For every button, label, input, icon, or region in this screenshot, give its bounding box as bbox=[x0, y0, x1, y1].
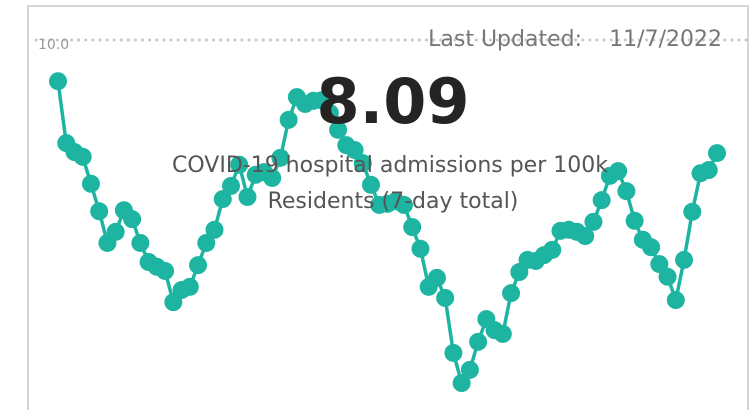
marker bbox=[576, 227, 595, 246]
marker bbox=[279, 110, 298, 129]
marker bbox=[329, 120, 348, 139]
marker bbox=[213, 190, 232, 209]
marker bbox=[493, 324, 512, 343]
marker bbox=[123, 210, 142, 229]
marker bbox=[73, 147, 92, 166]
marker bbox=[238, 187, 257, 206]
marker bbox=[436, 288, 455, 307]
marker bbox=[609, 162, 628, 181]
marker bbox=[658, 267, 677, 286]
marker bbox=[49, 72, 67, 91]
marker bbox=[90, 202, 109, 221]
marker bbox=[617, 182, 636, 201]
marker bbox=[189, 256, 208, 275]
marker bbox=[81, 174, 100, 193]
marker bbox=[444, 343, 463, 362]
marker bbox=[403, 218, 422, 237]
marker bbox=[675, 250, 694, 269]
last-updated-date: 11/7/2022 bbox=[609, 27, 722, 52]
marker bbox=[502, 284, 521, 303]
plot: 10.0 bbox=[34, 37, 750, 393]
y-tick-label: 10.0 bbox=[38, 37, 69, 53]
marker bbox=[708, 144, 726, 163]
overlay: Last Updated: 11/7/2022 8.09 COVID-19 ho… bbox=[172, 27, 722, 214]
marker bbox=[427, 268, 446, 287]
marker bbox=[452, 374, 471, 393]
subtitle-line: Residents (7-day total) bbox=[268, 189, 519, 214]
marker bbox=[460, 360, 479, 379]
marker bbox=[642, 238, 661, 257]
marker bbox=[362, 175, 381, 194]
marker bbox=[131, 233, 150, 252]
marker bbox=[353, 154, 372, 173]
marker bbox=[263, 168, 282, 187]
marker bbox=[156, 261, 175, 280]
subtitle-line: COVID-19 hospital admissions per 100k bbox=[172, 153, 608, 178]
marker bbox=[320, 103, 339, 122]
marker bbox=[271, 148, 290, 167]
marker bbox=[699, 161, 718, 180]
marker bbox=[625, 211, 644, 230]
marker bbox=[180, 277, 199, 296]
marker bbox=[345, 140, 364, 159]
marker bbox=[592, 191, 611, 210]
last-updated-label: Last Updated: bbox=[428, 27, 582, 52]
marker bbox=[221, 176, 240, 195]
marker bbox=[584, 212, 603, 231]
marker bbox=[411, 239, 430, 258]
marker bbox=[205, 220, 224, 239]
marker bbox=[683, 202, 702, 221]
marker bbox=[666, 291, 685, 310]
marker bbox=[230, 155, 249, 174]
marker bbox=[197, 233, 216, 252]
marker bbox=[394, 195, 413, 214]
marker bbox=[106, 222, 125, 241]
kpi-value: 8.09 bbox=[317, 65, 470, 138]
marker bbox=[543, 240, 562, 259]
marker bbox=[469, 332, 488, 351]
